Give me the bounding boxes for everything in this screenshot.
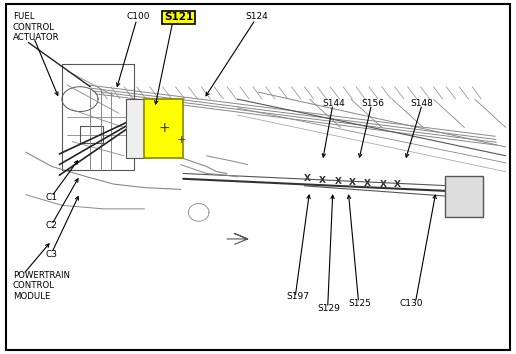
Text: X: X: [349, 178, 356, 187]
Text: C2: C2: [45, 221, 57, 230]
Text: X: X: [319, 176, 326, 185]
Text: +: +: [158, 121, 170, 135]
Bar: [126, 99, 144, 158]
Text: S125: S125: [348, 299, 371, 308]
Text: C100: C100: [126, 12, 150, 21]
Text: S197: S197: [286, 292, 310, 301]
Text: X: X: [394, 180, 401, 189]
Bar: [144, 99, 183, 158]
Text: X: X: [379, 179, 386, 189]
Text: X: X: [364, 179, 371, 188]
Text: C1: C1: [45, 193, 57, 202]
Text: C130: C130: [400, 299, 424, 308]
Text: X: X: [334, 177, 342, 186]
Text: S129: S129: [317, 304, 340, 313]
Text: S156: S156: [361, 99, 384, 108]
Text: S121: S121: [164, 12, 194, 22]
Text: FUEL
CONTROL
ACTUATOR: FUEL CONTROL ACTUATOR: [13, 12, 59, 42]
Text: C3: C3: [45, 250, 57, 258]
Text: S144: S144: [322, 99, 345, 108]
Text: S148: S148: [410, 99, 433, 108]
Text: S124: S124: [245, 12, 268, 21]
Text: POWERTRAIN
CONTROL
MODULE: POWERTRAIN CONTROL MODULE: [13, 271, 70, 301]
Text: X: X: [303, 174, 311, 183]
Bar: [445, 176, 483, 217]
Text: +: +: [177, 135, 186, 145]
